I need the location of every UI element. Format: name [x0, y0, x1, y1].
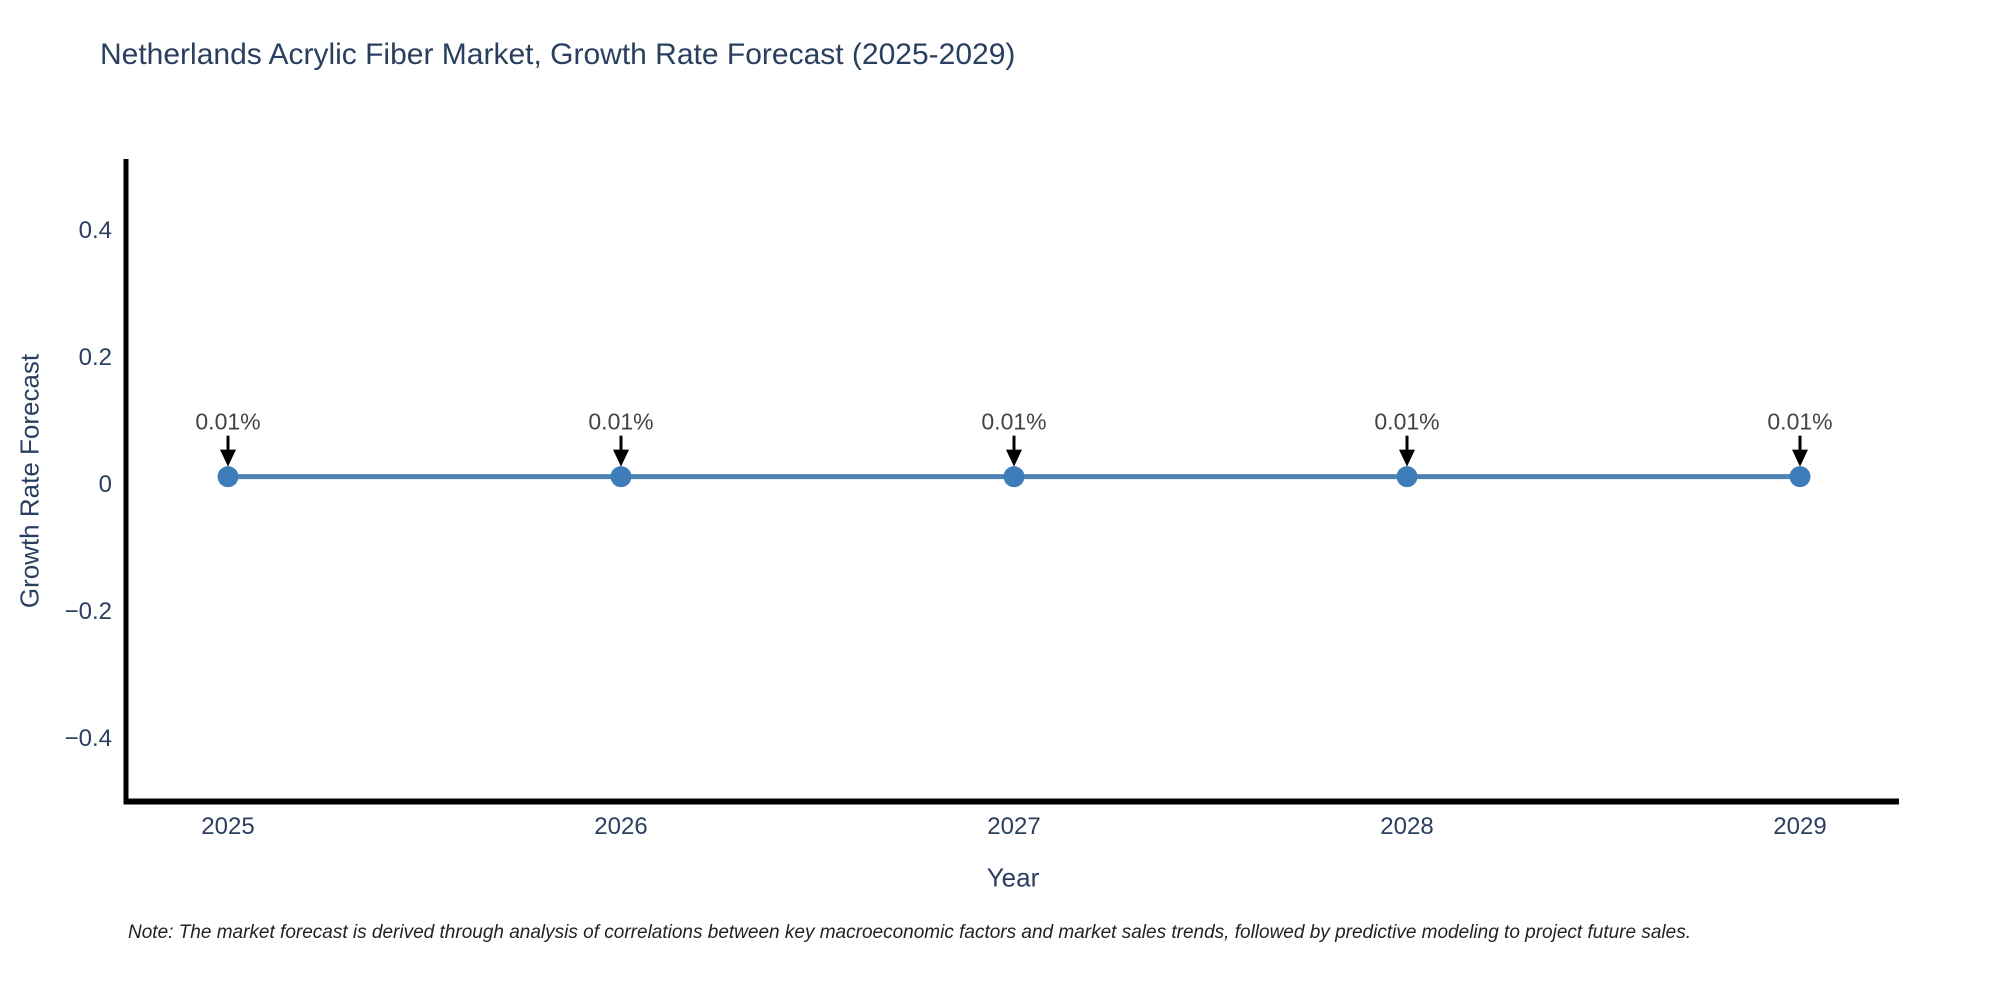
point-annotation-label: 0.01% — [588, 409, 653, 435]
x-tick-label: 2028 — [1380, 813, 1433, 840]
x-tick-label: 2027 — [987, 813, 1040, 840]
point-annotation-label: 0.01% — [195, 409, 260, 435]
annotation-arrow-head — [1006, 449, 1022, 467]
y-tick-label: −0.2 — [65, 598, 112, 625]
data-point-marker — [217, 466, 239, 488]
point-annotation-label: 0.01% — [1767, 409, 1832, 435]
x-axis-title: Year — [986, 862, 1040, 893]
data-point-marker — [1396, 466, 1418, 488]
y-tick-label: 0.4 — [79, 217, 112, 244]
data-point-marker — [1789, 466, 1811, 488]
annotation-arrow-head — [220, 449, 236, 467]
y-tick-label: 0.2 — [79, 344, 112, 371]
data-point-marker — [610, 466, 632, 488]
x-tick-label: 2025 — [201, 813, 254, 840]
chart-footnote: Note: The market forecast is derived thr… — [128, 922, 1691, 943]
annotation-arrow-head — [1792, 449, 1808, 467]
point-annotation-label: 0.01% — [981, 409, 1046, 435]
y-tick-label: −0.4 — [65, 725, 112, 752]
x-tick-label: 2026 — [594, 813, 647, 840]
data-point-marker — [1003, 466, 1025, 488]
y-tick-label: 0 — [99, 471, 112, 498]
chart-title: Netherlands Acrylic Fiber Market, Growth… — [100, 38, 1016, 71]
annotation-arrow-head — [613, 449, 629, 467]
x-tick-label: 2029 — [1773, 813, 1826, 840]
annotation-arrow-head — [1399, 449, 1415, 467]
point-annotation-label: 0.01% — [1374, 409, 1439, 435]
